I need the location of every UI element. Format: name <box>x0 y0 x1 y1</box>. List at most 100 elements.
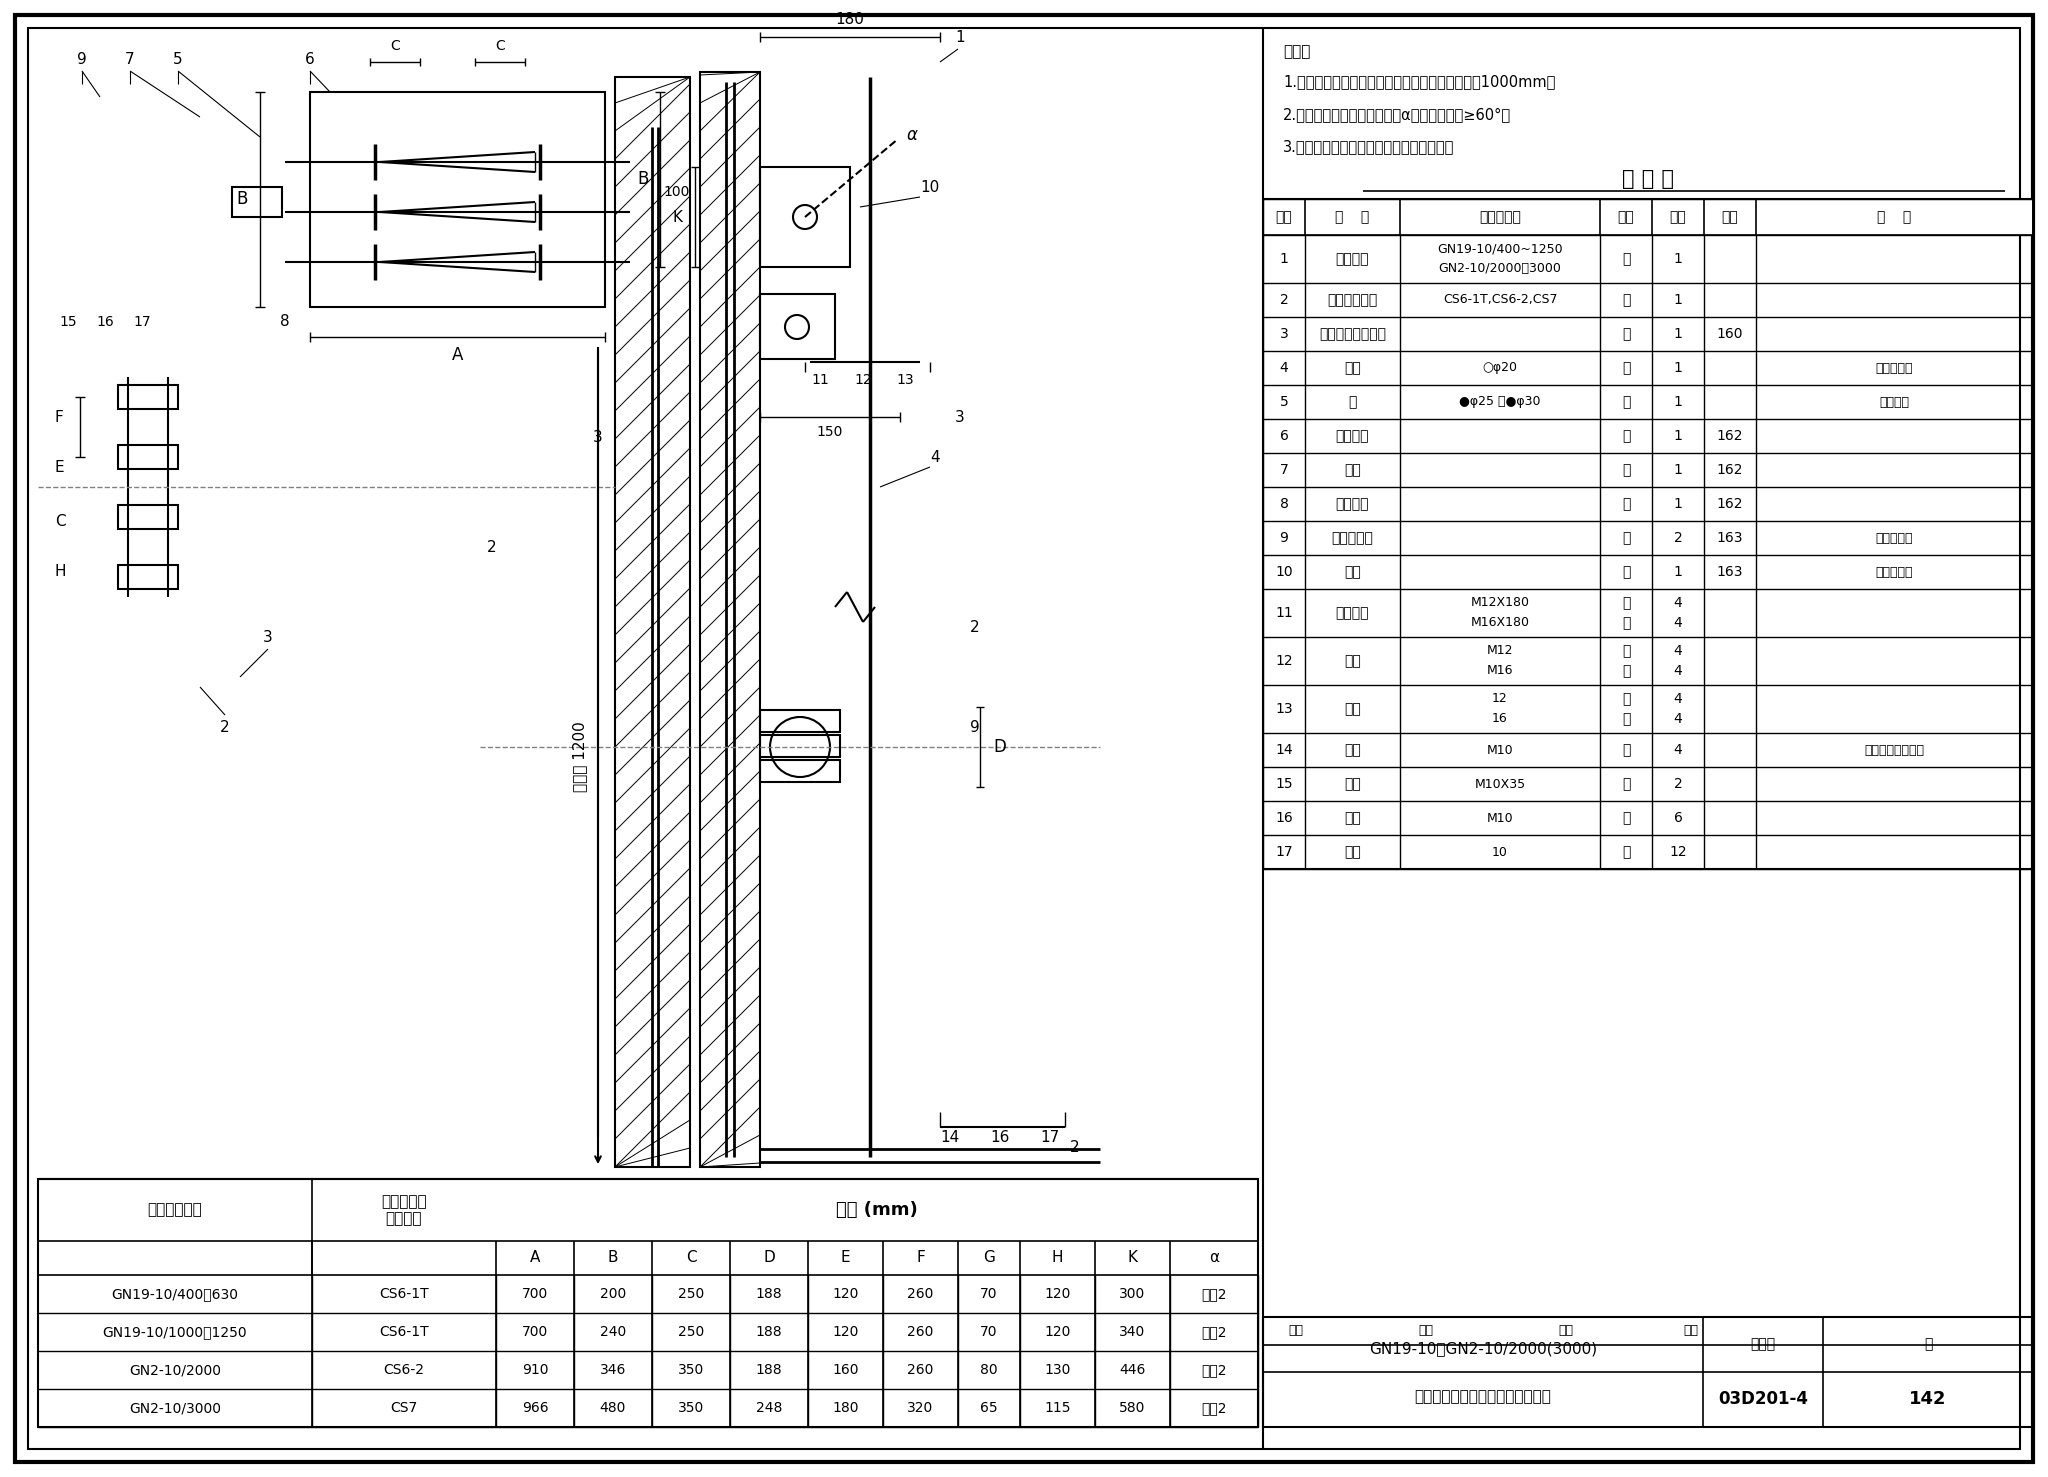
Text: CS6-1T: CS6-1T <box>379 1325 428 1340</box>
Text: 3.操动机构也可以安装在隔离开关的左侧。: 3.操动机构也可以安装在隔离开关的左侧。 <box>1282 139 1454 155</box>
Text: 10: 10 <box>1493 845 1507 858</box>
Text: 160: 160 <box>831 1363 858 1377</box>
Text: 8: 8 <box>281 315 291 329</box>
Text: 3: 3 <box>954 409 965 424</box>
Text: 100: 100 <box>664 185 690 199</box>
Text: 审核: 审核 <box>1288 1325 1303 1338</box>
Text: 长度根据壁厚决定: 长度根据壁厚决定 <box>1864 743 1925 756</box>
Text: 260: 260 <box>907 1325 934 1340</box>
Text: 说明2: 说明2 <box>1202 1325 1227 1340</box>
Bar <box>119 385 178 409</box>
Text: 1: 1 <box>1673 394 1683 409</box>
Bar <box>760 736 840 758</box>
Text: 150: 150 <box>817 425 844 439</box>
Text: 350: 350 <box>678 1402 705 1415</box>
Text: 1: 1 <box>1673 566 1683 579</box>
Text: 4: 4 <box>1673 597 1681 610</box>
Text: ●φ25 或●φ30: ●φ25 或●φ30 <box>1460 396 1540 409</box>
Text: 个: 个 <box>1622 712 1630 727</box>
Text: M12: M12 <box>1487 644 1513 657</box>
Text: 7: 7 <box>1280 462 1288 477</box>
Text: 340: 340 <box>1120 1325 1145 1340</box>
Text: 180: 180 <box>836 12 864 27</box>
Text: M10: M10 <box>1487 743 1513 756</box>
Text: 16: 16 <box>1276 811 1292 826</box>
Text: 70: 70 <box>981 1286 997 1301</box>
Text: 2: 2 <box>1071 1139 1079 1155</box>
Text: 轴承: 轴承 <box>1343 462 1360 477</box>
Text: 个: 个 <box>1622 644 1630 657</box>
Text: 200: 200 <box>600 1286 627 1301</box>
Text: 1: 1 <box>1280 253 1288 266</box>
Text: 1: 1 <box>1673 428 1683 443</box>
Text: 1.轴延长需增加轴承时，两个轴承间的距离应小于1000mm。: 1.轴延长需增加轴承时，两个轴承间的距离应小于1000mm。 <box>1282 74 1554 90</box>
Text: 根: 根 <box>1622 360 1630 375</box>
Text: 250: 250 <box>678 1325 705 1340</box>
Text: 操作机构安装支架: 操作机构安装支架 <box>1319 326 1386 341</box>
Text: H: H <box>55 564 66 579</box>
Text: 1: 1 <box>1673 496 1683 511</box>
Text: 隔离开关在墙上安装（墙后操作）: 隔离开关在墙上安装（墙后操作） <box>1415 1390 1552 1405</box>
Text: 163: 163 <box>1716 566 1743 579</box>
Text: 580: 580 <box>1120 1402 1145 1415</box>
Text: 163: 163 <box>1716 532 1743 545</box>
Bar <box>39 1179 1257 1427</box>
Text: 个: 个 <box>1622 845 1630 860</box>
Text: 188: 188 <box>756 1363 782 1377</box>
Text: 120: 120 <box>831 1286 858 1301</box>
Text: 螺母: 螺母 <box>1343 811 1360 826</box>
Text: 180: 180 <box>831 1402 858 1415</box>
Text: GN2-10/3000: GN2-10/3000 <box>129 1402 221 1415</box>
Text: 个: 个 <box>1622 743 1630 758</box>
Text: 个: 个 <box>1622 811 1630 826</box>
Text: M16: M16 <box>1487 665 1513 678</box>
Text: 个: 个 <box>1622 665 1630 678</box>
Text: GN19-10、GN2-10/2000(3000): GN19-10、GN2-10/2000(3000) <box>1368 1341 1597 1356</box>
Text: 03D201-4: 03D201-4 <box>1718 1390 1808 1408</box>
Text: 160: 160 <box>1716 326 1743 341</box>
Text: 4: 4 <box>1280 360 1288 375</box>
Text: 2: 2 <box>221 719 229 734</box>
Text: 910: 910 <box>522 1363 549 1377</box>
Text: 80: 80 <box>981 1363 997 1377</box>
Text: 个: 个 <box>1622 693 1630 706</box>
Text: F: F <box>55 409 63 424</box>
Text: 300: 300 <box>1120 1286 1145 1301</box>
Text: 17: 17 <box>1276 845 1292 860</box>
Text: A: A <box>530 1251 541 1266</box>
Text: B: B <box>637 170 649 189</box>
Text: 10: 10 <box>920 180 940 195</box>
Text: α: α <box>1208 1251 1219 1266</box>
Text: 台: 台 <box>1622 292 1630 307</box>
Bar <box>614 77 690 1167</box>
Text: 15: 15 <box>59 315 78 329</box>
Text: 17: 17 <box>133 315 152 329</box>
Text: 4: 4 <box>1673 743 1681 758</box>
Text: 4: 4 <box>930 449 940 464</box>
Text: 1: 1 <box>954 30 965 44</box>
Text: M16X180: M16X180 <box>1470 616 1530 629</box>
Text: 5: 5 <box>1280 394 1288 409</box>
Text: D: D <box>993 738 1006 756</box>
Text: 序号: 序号 <box>1276 210 1292 225</box>
Text: GN19-10/1000、1250: GN19-10/1000、1250 <box>102 1325 248 1340</box>
Text: 1: 1 <box>1673 253 1683 266</box>
Text: GN2-10/2000、3000: GN2-10/2000、3000 <box>1438 263 1561 276</box>
Text: 2: 2 <box>971 619 979 635</box>
Text: 188: 188 <box>756 1325 782 1340</box>
Text: 开尾螺栓: 开尾螺栓 <box>1335 606 1370 620</box>
Text: 明 细 表: 明 细 表 <box>1622 168 1673 189</box>
Text: 审定: 审定 <box>1683 1325 1698 1338</box>
Text: 轴臂: 轴臂 <box>1343 566 1360 579</box>
Text: 12: 12 <box>1276 654 1292 668</box>
Text: 配用手力操
动机型号: 配用手力操 动机型号 <box>381 1193 426 1226</box>
Text: 9: 9 <box>1280 532 1288 545</box>
Bar <box>760 710 840 733</box>
Text: 966: 966 <box>522 1402 549 1415</box>
Text: 9: 9 <box>971 719 979 734</box>
Text: 个: 个 <box>1622 777 1630 792</box>
Text: 446: 446 <box>1120 1363 1145 1377</box>
Text: 型号及规格: 型号及规格 <box>1479 210 1522 225</box>
Text: 6: 6 <box>1280 428 1288 443</box>
Text: 备    注: 备 注 <box>1878 210 1911 225</box>
